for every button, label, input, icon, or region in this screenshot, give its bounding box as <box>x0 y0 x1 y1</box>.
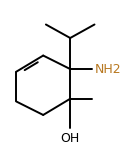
Text: OH: OH <box>61 133 80 146</box>
Text: NH2: NH2 <box>94 62 121 76</box>
